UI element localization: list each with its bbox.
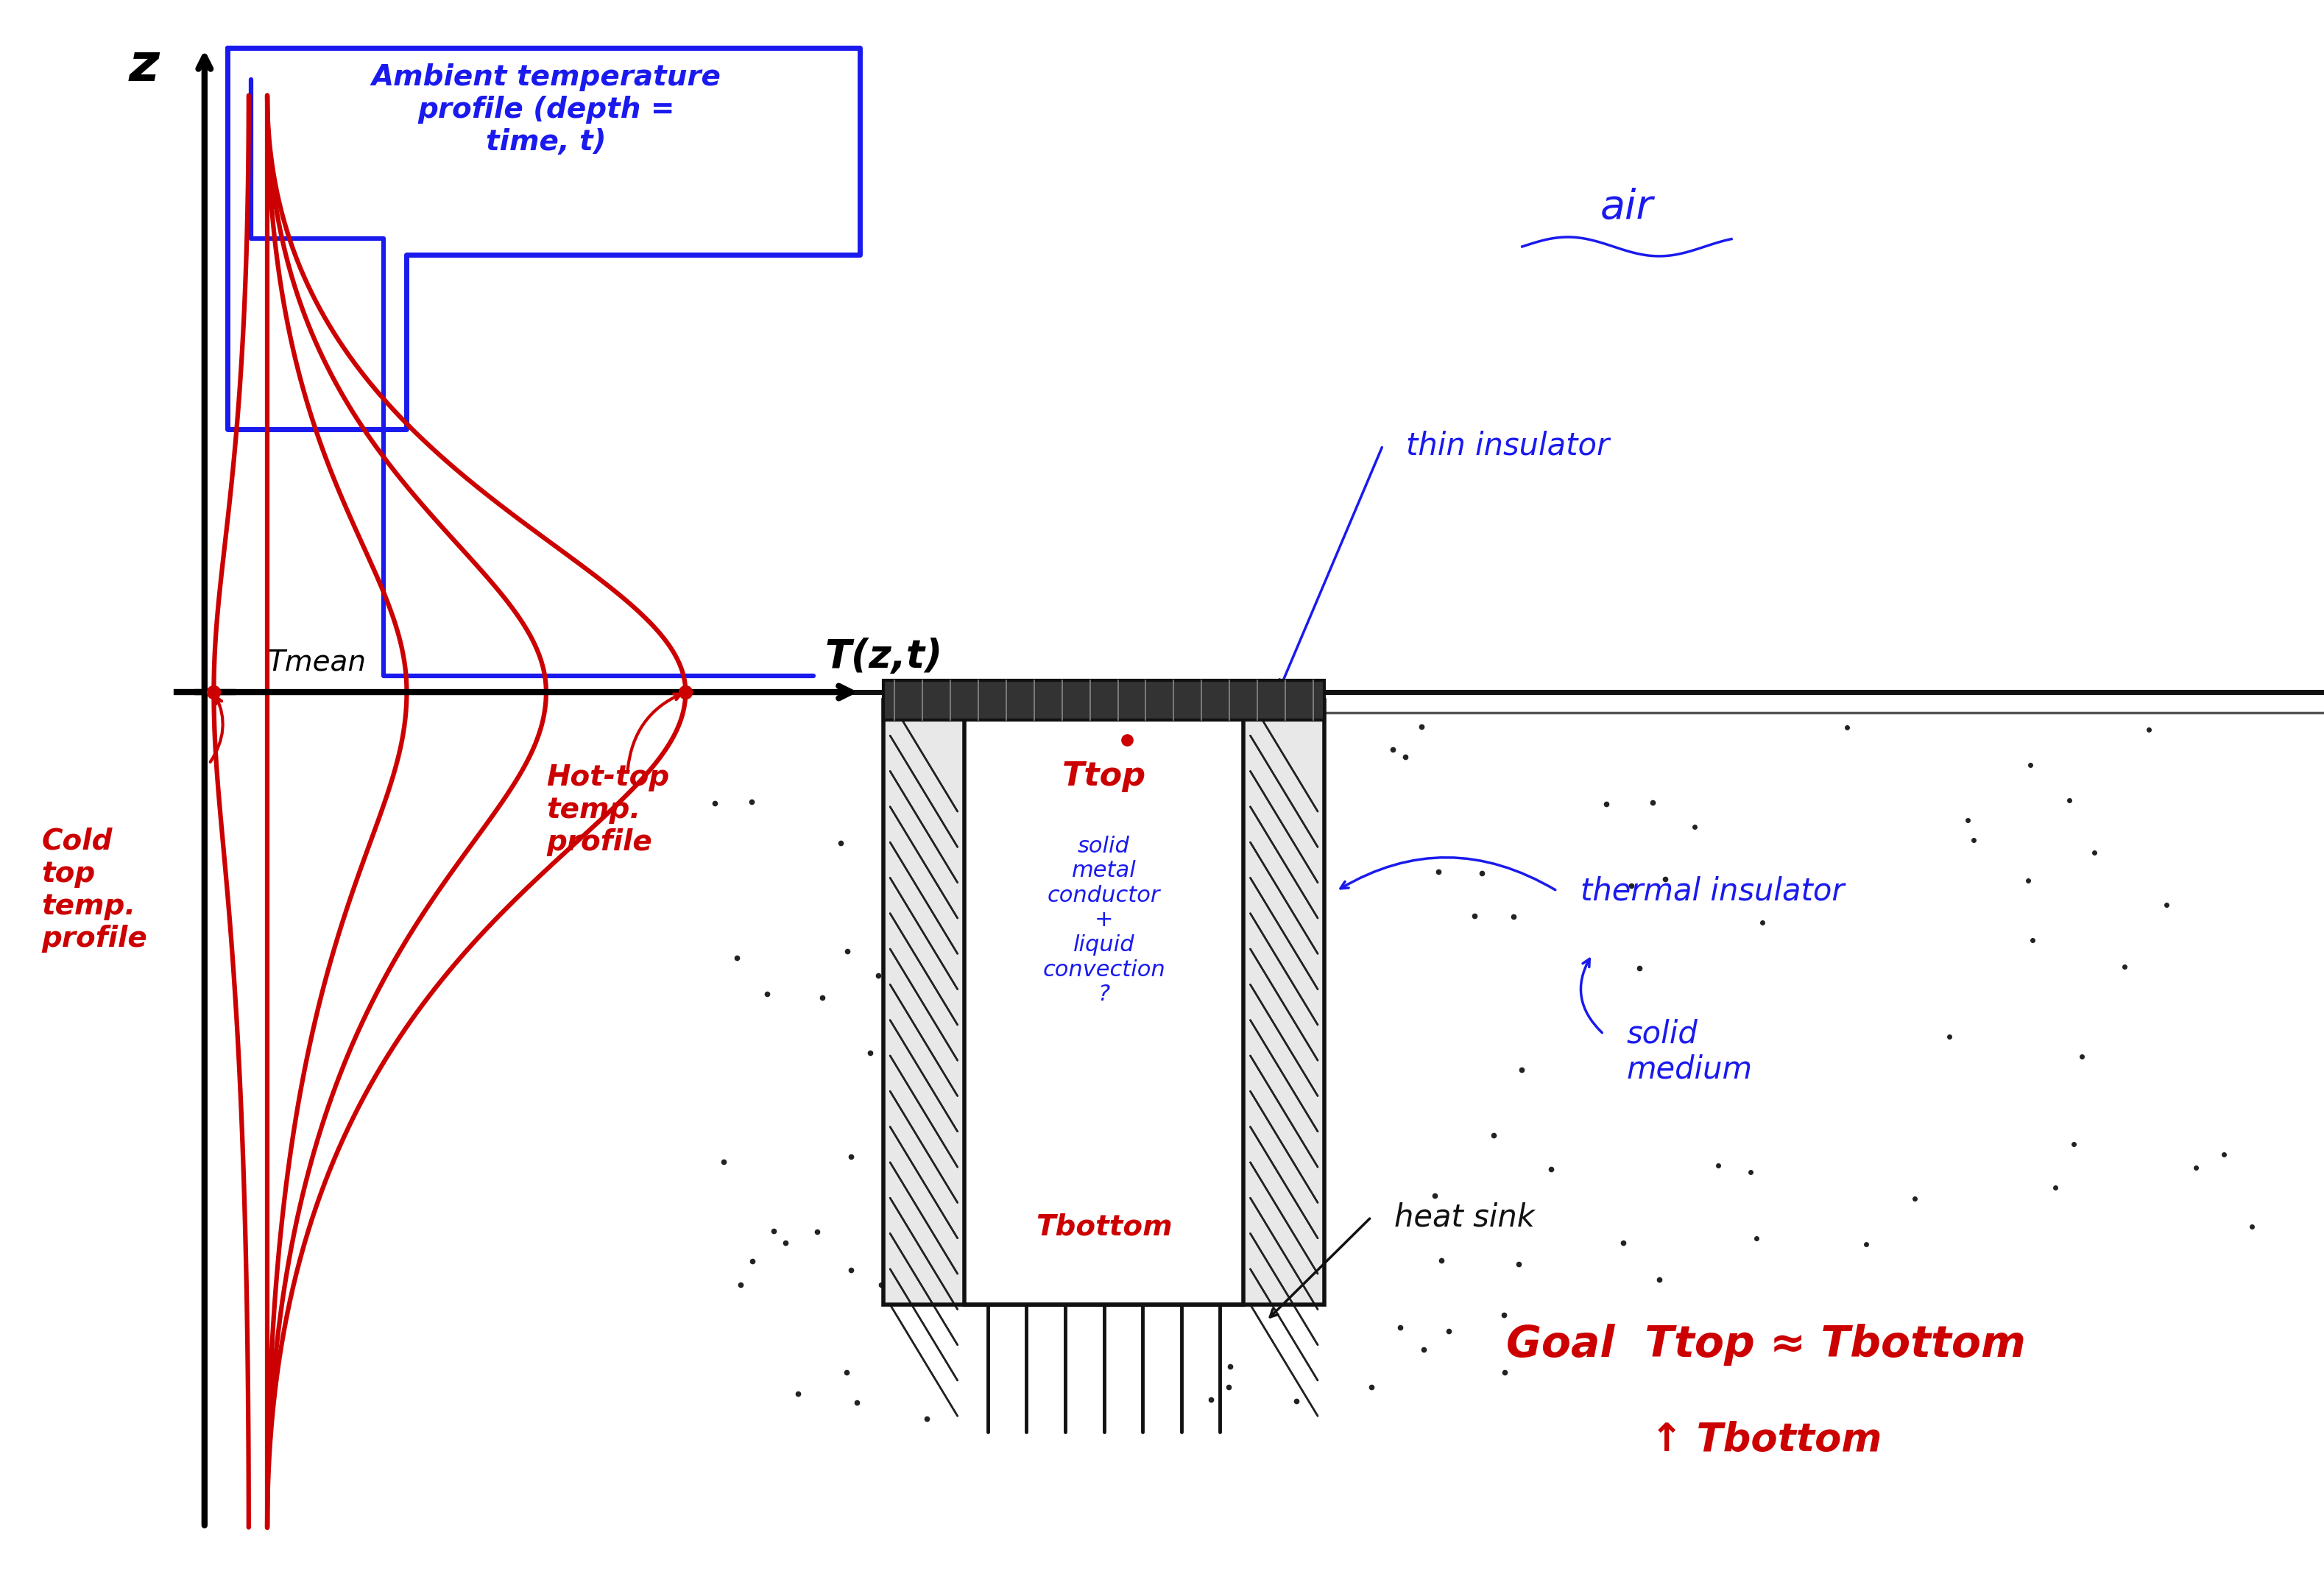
Text: Ambient temperature
profile (depth =
time, t): Ambient temperature profile (depth = tim…: [372, 64, 720, 156]
Bar: [883, 700, 964, 1305]
Text: thin insulator: thin insulator: [1406, 430, 1608, 461]
Text: Goal  Ttop ≈ Tbottom: Goal Ttop ≈ Tbottom: [1506, 1324, 2027, 1365]
Text: solid
metal
conductor
+
liquid
convection
?: solid metal conductor + liquid convectio…: [1043, 835, 1164, 1006]
Text: Cold
top
temp.
profile: Cold top temp. profile: [42, 827, 149, 953]
Text: ↑ Tbottom: ↑ Tbottom: [1650, 1421, 1882, 1459]
Bar: [883, 679, 1325, 719]
Text: Hot-top
temp.
profile: Hot-top temp. profile: [546, 764, 669, 856]
Text: Tmean: Tmean: [267, 648, 365, 676]
Text: heat sink: heat sink: [1394, 1201, 1534, 1233]
Bar: [883, 700, 1325, 1305]
Text: solid
medium: solid medium: [1627, 1018, 1752, 1085]
Text: z: z: [128, 41, 160, 92]
Bar: [1243, 700, 1325, 1305]
Text: air: air: [1601, 188, 1652, 226]
Text: Tbottom: Tbottom: [1037, 1212, 1171, 1241]
Text: T(z,t): T(z,t): [825, 638, 944, 676]
Text: thermal insulator: thermal insulator: [1580, 875, 1845, 907]
Text: Ttop: Ttop: [1062, 760, 1146, 792]
Bar: [964, 700, 1243, 1305]
